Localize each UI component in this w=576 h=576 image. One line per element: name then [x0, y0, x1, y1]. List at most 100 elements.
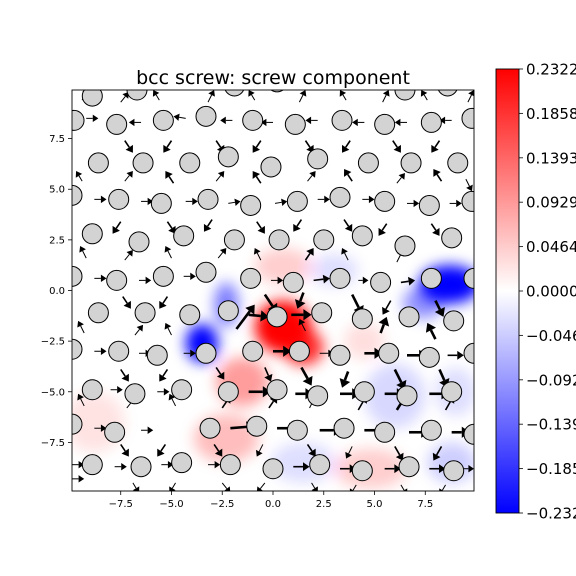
atom-marker	[104, 421, 126, 443]
atom-marker	[81, 454, 103, 476]
displacement-arrow	[430, 223, 440, 236]
atom-marker	[128, 231, 150, 253]
atom-marker	[447, 152, 469, 174]
displacement-arrow	[298, 318, 306, 332]
atom-marker	[331, 109, 353, 131]
displacement-arrow	[248, 90, 256, 101]
displacement-arrow	[217, 247, 227, 259]
atom-marker	[224, 90, 245, 97]
displacement-arrow	[394, 446, 404, 461]
displacement-arrow	[132, 482, 140, 491]
atom-marker	[270, 90, 284, 93]
colorbar-tick-label: −0.0464	[526, 327, 576, 345]
atom-marker	[262, 458, 284, 480]
displacement-arrow	[304, 247, 314, 261]
atom-marker	[242, 109, 264, 131]
atom-marker	[374, 190, 396, 212]
atom-marker	[398, 456, 420, 478]
displacement-arrow	[256, 221, 265, 234]
displacement-arrow	[433, 168, 443, 182]
atom-marker	[307, 148, 329, 170]
displacement-arrow	[342, 140, 351, 153]
x-tick-label: 0.0	[265, 499, 281, 510]
atom-marker	[130, 456, 152, 478]
displacement-arrow	[344, 168, 353, 182]
atom-marker	[311, 302, 333, 324]
displacement-arrow	[141, 197, 154, 206]
atom-marker	[72, 109, 85, 131]
atom-marker	[81, 90, 103, 107]
atom-marker	[179, 304, 201, 326]
displacement-arrow	[306, 443, 316, 457]
displacement-arrow	[273, 345, 292, 357]
atom-marker	[266, 306, 288, 328]
atom-marker	[150, 192, 172, 214]
displacement-arrow	[425, 322, 437, 340]
x-tick-label: 2.5	[316, 499, 332, 510]
displacement-arrow	[255, 444, 264, 457]
displacement-arrow	[264, 367, 273, 382]
atom-marker	[309, 454, 331, 476]
displacement-arrow	[159, 369, 169, 382]
displacement-arrow	[163, 140, 173, 153]
displacement-arrow	[449, 199, 462, 208]
displacement-arrow	[208, 460, 221, 469]
displacement-arrow	[165, 171, 175, 184]
y-tick-label: 2.5	[49, 235, 65, 246]
displacement-arrow	[213, 443, 223, 457]
atom-markers	[72, 90, 474, 482]
displacement-arrow	[394, 118, 407, 127]
displacement-arrow	[207, 90, 215, 103]
atom-marker	[266, 379, 288, 401]
atom-marker	[223, 229, 245, 251]
atom-marker	[152, 109, 174, 131]
atom-marker	[217, 381, 239, 403]
displacement-arrow	[124, 140, 133, 153]
displacement-arrow	[94, 424, 107, 432]
atom-marker	[195, 342, 217, 364]
displacement-arrow	[157, 388, 170, 396]
atom-marker	[173, 225, 195, 247]
atom-marker	[217, 146, 239, 168]
displacement-arrow	[467, 90, 474, 103]
x-tick-label: −5.0	[159, 499, 183, 510]
colorbar-ticks: 0.2322 0.1858 0.1393 0.0929 0.0464 0.0000 −0.0…	[519, 61, 576, 523]
atom-marker	[282, 271, 304, 293]
displacement-arrow	[164, 322, 172, 336]
displacement-arrow	[293, 219, 303, 232]
atom-marker	[329, 344, 351, 366]
atom-marker	[171, 379, 193, 401]
displacement-arrow	[349, 484, 357, 491]
displacement-arrow	[447, 350, 464, 360]
colorbar-tick-label: 0.2322	[526, 61, 576, 79]
atom-marker	[374, 113, 396, 135]
atom-marker	[242, 340, 264, 362]
displacement-arrow	[94, 274, 107, 283]
atom-marker	[394, 235, 416, 257]
displacement-arrow	[400, 276, 416, 286]
displacement-arrow	[429, 464, 446, 474]
colorbar-tick-label: 0.0929	[526, 194, 576, 212]
displacement-arrow	[256, 482, 266, 491]
displacement-arrow	[169, 482, 176, 491]
atom-marker	[72, 413, 83, 435]
atom-marker	[81, 379, 103, 401]
atom-marker	[197, 188, 219, 210]
displacement-arrow	[465, 178, 473, 192]
displacement-arrow	[94, 195, 107, 204]
displacement-arrow	[431, 140, 441, 153]
atom-marker	[195, 261, 217, 283]
displacement-arrow	[407, 199, 420, 208]
displacement-arrow	[114, 462, 127, 471]
colorbar-tick-label: 0.0464	[526, 238, 576, 256]
displacement-arrow	[260, 118, 273, 127]
displacement-arrow	[339, 90, 347, 101]
displacement-arrow	[183, 272, 196, 281]
atom-marker	[108, 340, 130, 362]
displacement-arrow	[173, 113, 186, 121]
displacement-arrow	[157, 443, 167, 457]
displacement-arrow	[221, 482, 231, 491]
atom-marker	[240, 267, 262, 289]
displacement-arrow	[382, 300, 392, 315]
displacement-arrow	[396, 173, 405, 184]
